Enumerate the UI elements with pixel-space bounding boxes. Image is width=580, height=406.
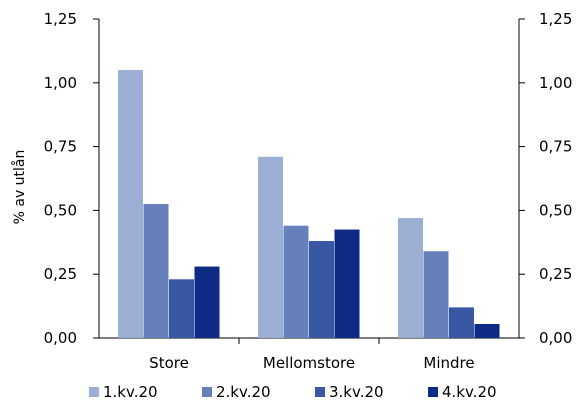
category-label: Mellomstore	[263, 354, 355, 372]
bar	[169, 279, 194, 338]
legend-label: 4.kv.20	[442, 383, 497, 401]
bar	[423, 251, 449, 338]
y-tick-label-left: 0,50	[44, 201, 77, 219]
legend-label: 3.kv.20	[329, 383, 384, 401]
bar	[309, 241, 334, 338]
y-tick-label-right: 1,00	[539, 74, 572, 92]
y-tick-label-right: 0,25	[539, 265, 572, 283]
category-label: Mindre	[423, 354, 474, 372]
y-tick-label-right: 0,75	[539, 138, 572, 156]
legend-label: 2.kv.20	[216, 383, 271, 401]
y-tick-label-right: 0,50	[539, 201, 572, 219]
legend-swatch	[89, 387, 99, 397]
bar	[143, 204, 169, 338]
category-labels: Store Mellomstore Mindre	[149, 354, 474, 372]
y-tick-label-right: 1,25	[539, 10, 572, 28]
bars	[118, 70, 500, 338]
bar	[334, 229, 360, 338]
bar	[398, 218, 423, 338]
y-tick-label-left: 1,25	[44, 10, 77, 28]
y-tick-label-left: 0,25	[44, 265, 77, 283]
y-tick-label-left: 0,75	[44, 138, 77, 156]
bar	[449, 307, 474, 338]
bar	[283, 225, 309, 338]
y-axis-label: % av utlån	[11, 150, 28, 225]
bar	[194, 266, 220, 338]
bar	[118, 70, 143, 338]
legend-swatch	[315, 387, 325, 397]
y-tick-label-left: 1,00	[44, 74, 77, 92]
bar	[258, 156, 283, 338]
y-tick-label-right: 0,00	[539, 329, 572, 347]
legend-swatch	[428, 387, 438, 397]
bar	[474, 323, 500, 338]
category-label: Store	[149, 354, 189, 372]
tick-labels: 0,00 0,00 0,25 0,25 0,50 0,50 0,75 0,75 1,00 1,00…	[44, 10, 573, 347]
legend-label: 1.kv.20	[103, 383, 158, 401]
legend-swatch	[202, 387, 212, 397]
legend: 1.kv.20 2.kv.20 3.kv.20 4.kv.20	[89, 383, 497, 401]
y-tick-label-left: 0,00	[44, 329, 77, 347]
